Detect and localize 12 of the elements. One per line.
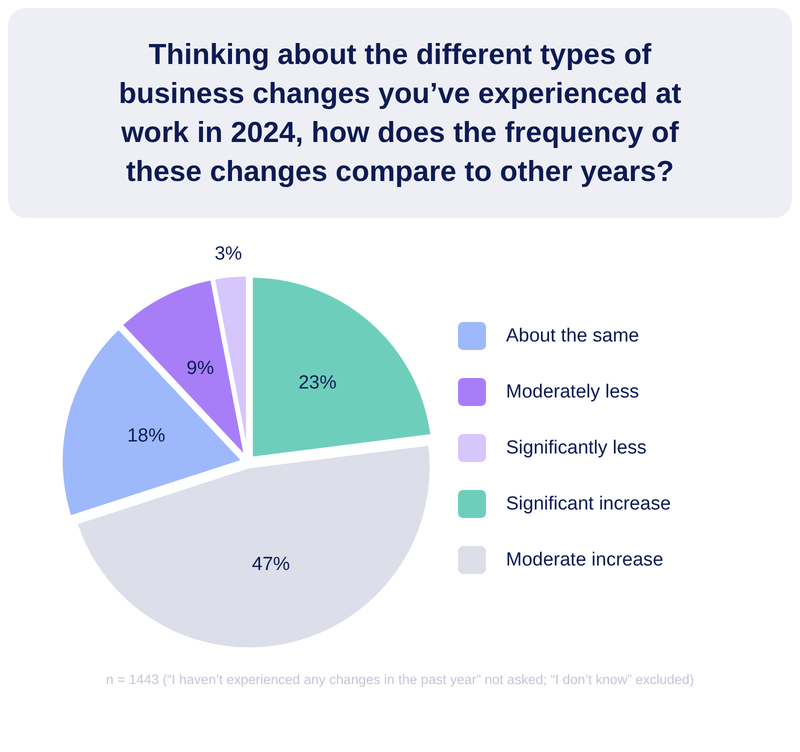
data-label: 3% [214,243,242,264]
data-label: 23% [298,372,337,394]
legend-label: Moderately less [506,382,640,402]
legend-label: Moderate increase [506,550,664,570]
data-label: 47% [252,554,290,576]
text: n = 1443 (“I haven’t experienced any changes in the past year” not asked; “I don’t know” excluded) [106,672,694,687]
chart-title: Thinking about the different types of business changes you’ve experienced at work in 2024, how does the frequency of these changes compare to other years? [118,39,682,188]
legend-label: About the same [506,326,640,346]
legend-label: Significant increase [506,494,671,514]
legend-label: Significantly less [506,438,646,458]
data-label: 18% [127,425,166,446]
data-label: 9% [186,358,214,379]
